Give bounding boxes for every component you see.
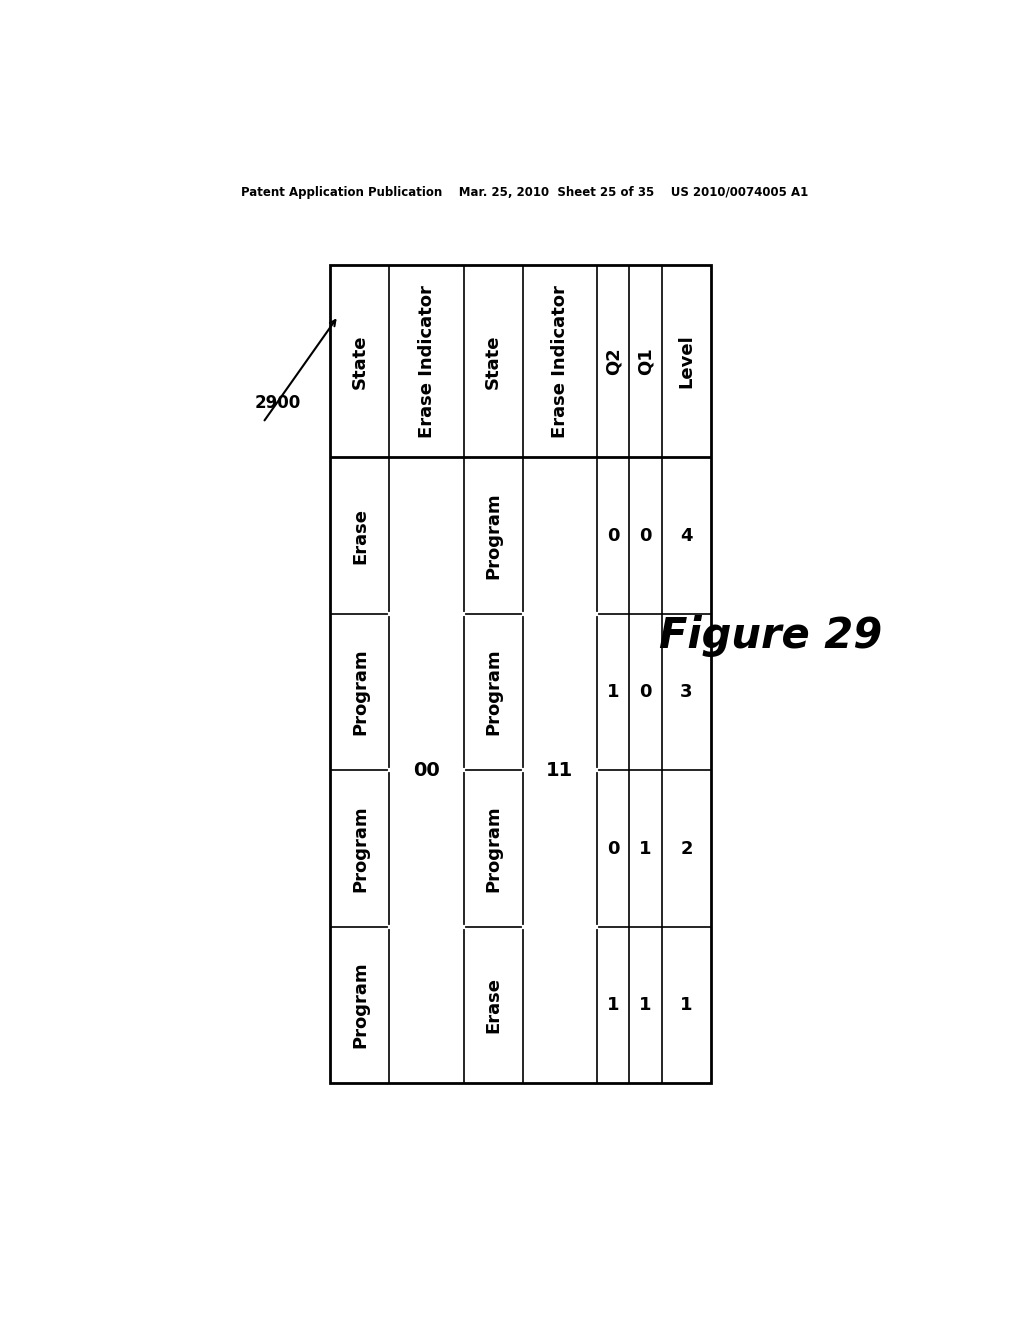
- Text: Q1: Q1: [637, 347, 654, 375]
- Text: 0: 0: [639, 684, 652, 701]
- Text: 2900: 2900: [255, 395, 301, 412]
- Text: Erase: Erase: [484, 977, 502, 1034]
- Text: 1: 1: [680, 997, 693, 1014]
- Text: Program: Program: [351, 962, 369, 1048]
- Text: 00: 00: [413, 760, 440, 780]
- Text: Erase: Erase: [351, 508, 369, 564]
- Text: 1: 1: [639, 997, 652, 1014]
- Text: Program: Program: [484, 492, 502, 579]
- Text: Erase Indicator: Erase Indicator: [551, 285, 569, 438]
- Text: Figure 29: Figure 29: [659, 615, 883, 657]
- Text: Program: Program: [484, 805, 502, 892]
- Text: Program: Program: [351, 805, 369, 892]
- Text: Patent Application Publication    Mar. 25, 2010  Sheet 25 of 35    US 2010/00740: Patent Application Publication Mar. 25, …: [242, 186, 808, 199]
- Text: 2: 2: [680, 840, 693, 858]
- Text: 0: 0: [607, 840, 620, 858]
- Text: 11: 11: [546, 760, 573, 780]
- Text: Program: Program: [351, 649, 369, 735]
- Text: 1: 1: [607, 997, 620, 1014]
- Text: 0: 0: [639, 527, 652, 545]
- Text: State: State: [484, 334, 502, 388]
- Text: Program: Program: [484, 649, 502, 735]
- Text: Erase Indicator: Erase Indicator: [418, 285, 435, 438]
- Text: 4: 4: [680, 527, 693, 545]
- Text: 1: 1: [607, 684, 620, 701]
- Text: 3: 3: [680, 684, 693, 701]
- Text: Q2: Q2: [604, 347, 623, 375]
- Text: 1: 1: [639, 840, 652, 858]
- Text: 0: 0: [607, 527, 620, 545]
- Text: State: State: [351, 334, 369, 388]
- Text: Level: Level: [678, 334, 695, 388]
